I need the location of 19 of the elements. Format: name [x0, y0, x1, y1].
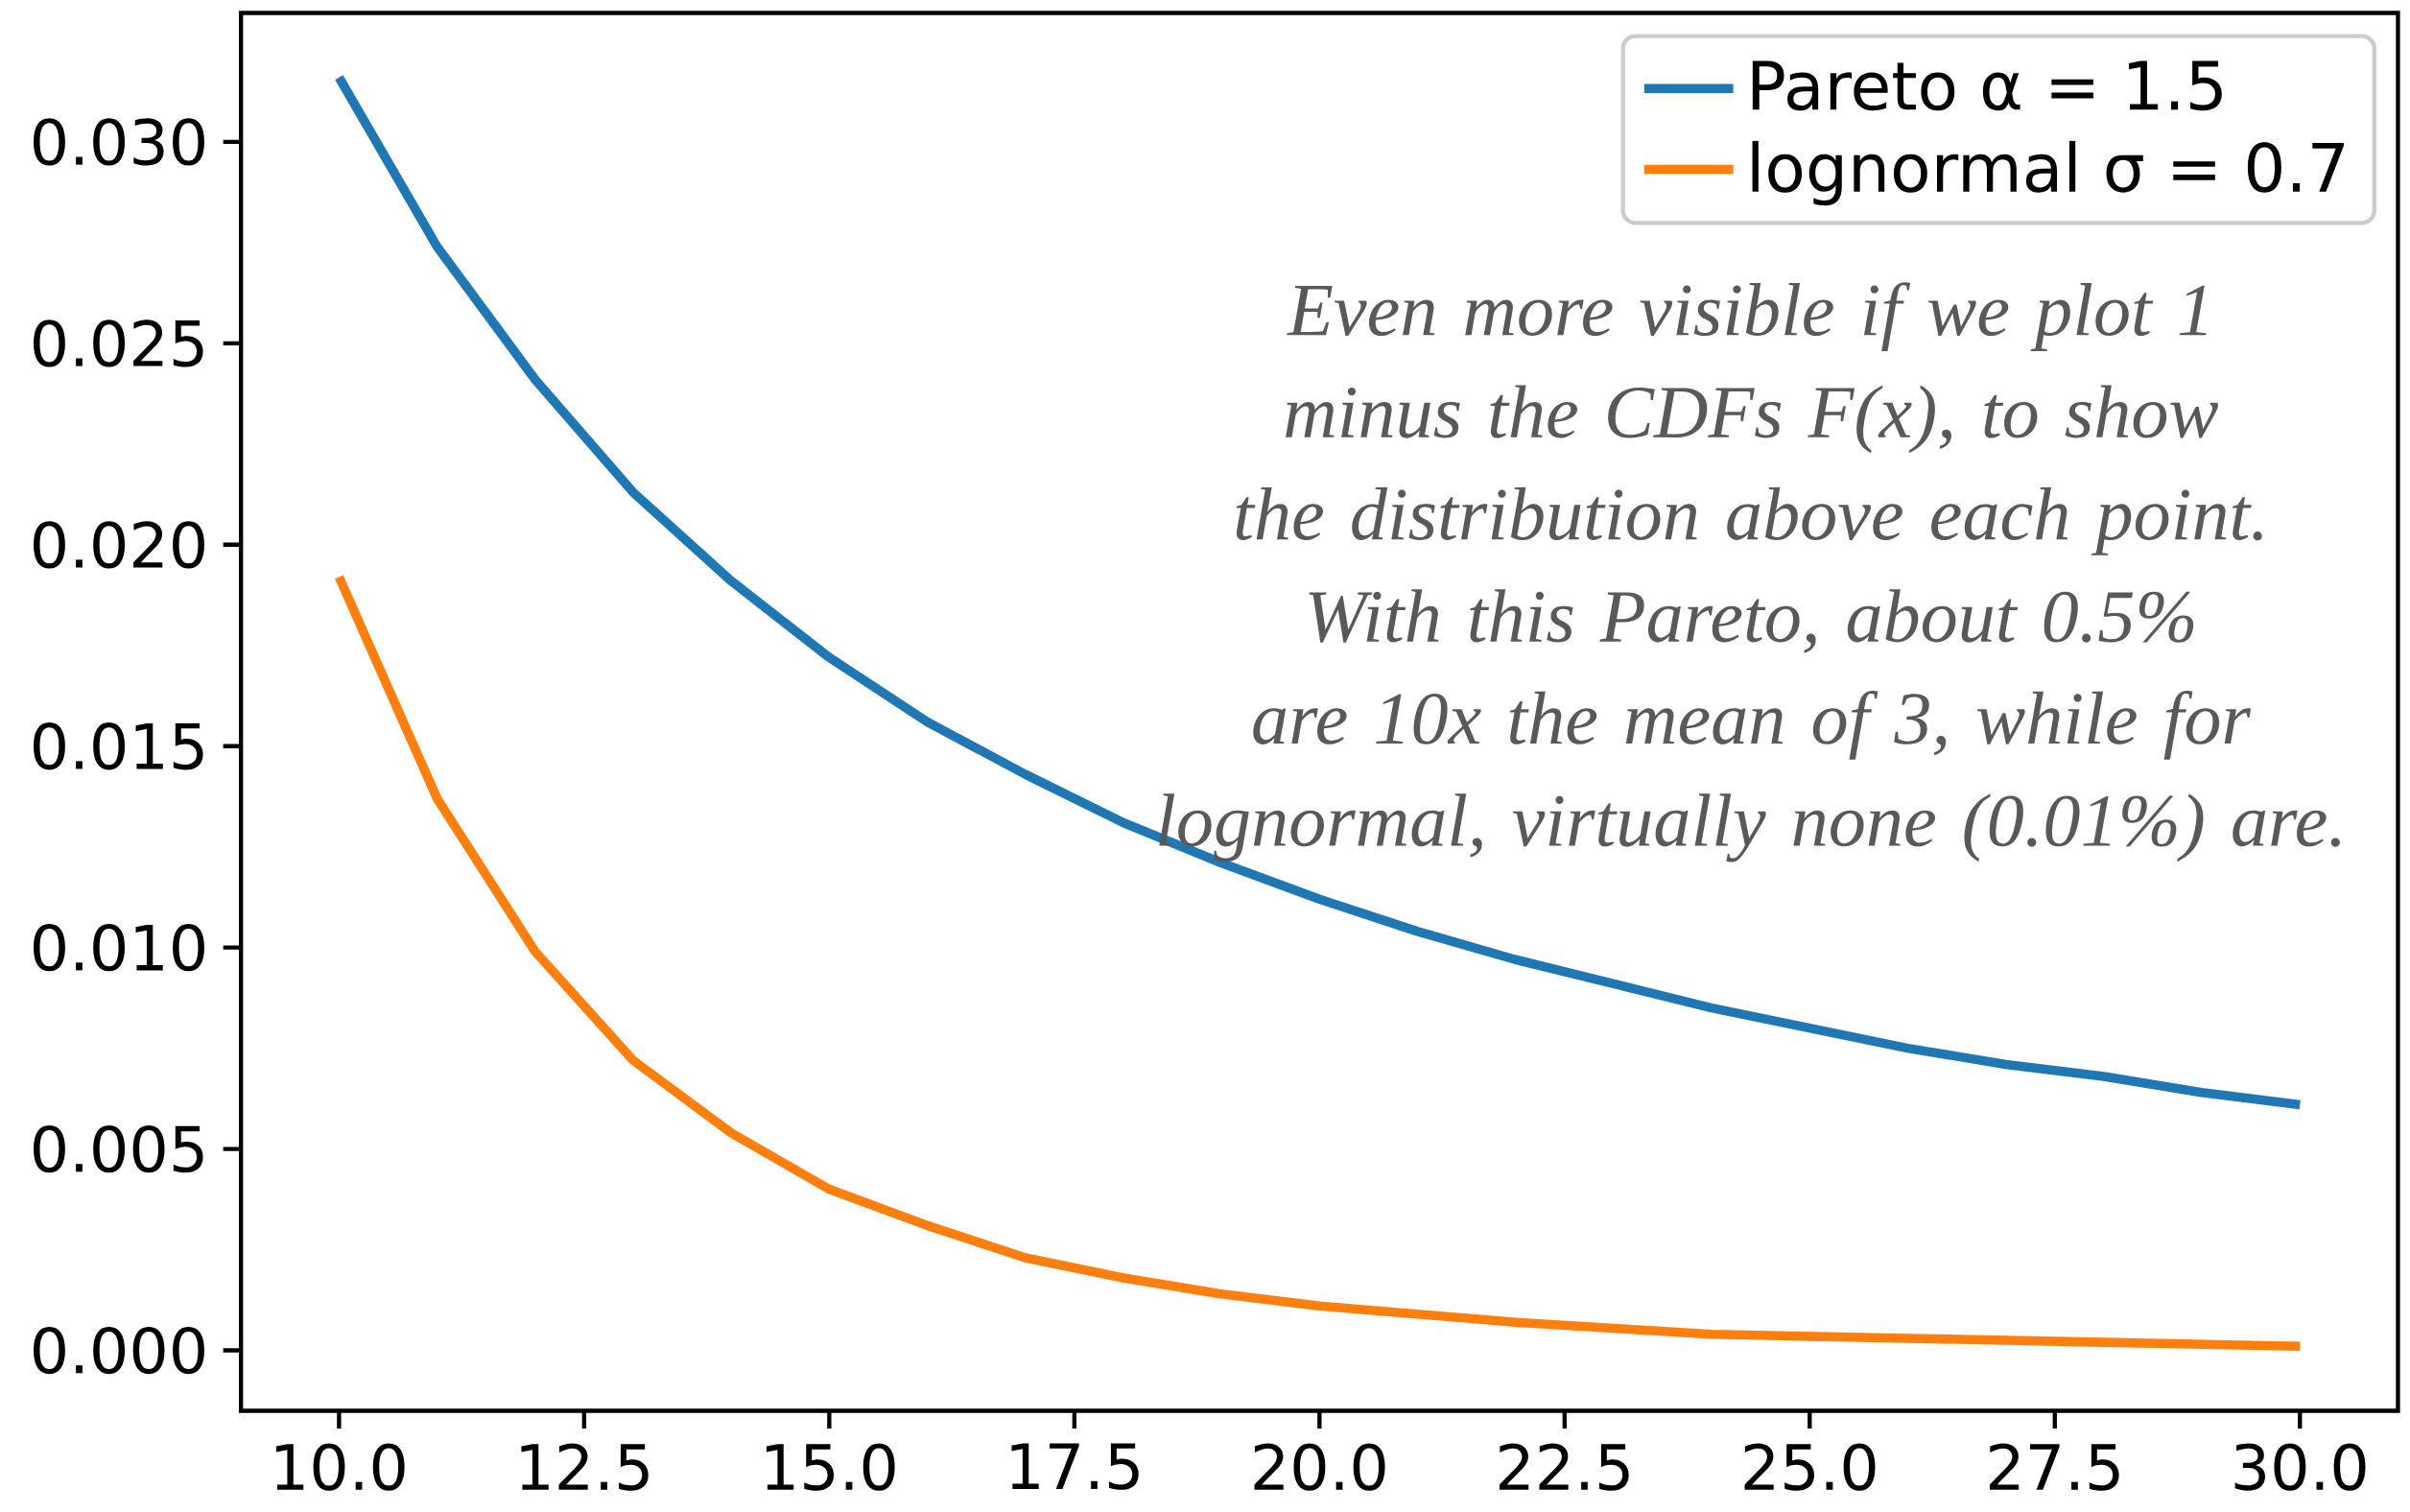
y-tick-label: 0.020 — [34, 521, 204, 569]
x-tick-label: 10.0 — [275, 1443, 405, 1491]
legend-label: lognormal σ = 0.7 — [1752, 140, 2344, 206]
legend-label: Pareto α = 1.5 — [1752, 60, 2222, 111]
y-tick-label: 0.025 — [34, 319, 203, 367]
y-tick-label: 0.015 — [34, 722, 203, 770]
x-tick-label: 27.5 — [1989, 1443, 2119, 1491]
x-tick-label: 17.5 — [1011, 1443, 1139, 1490]
y-tick-label: 0.000 — [34, 1326, 204, 1375]
y-tick-label: 0.030 — [34, 118, 204, 166]
x-tick-label: 30.0 — [2234, 1443, 2366, 1491]
x-tick-label: 15.0 — [766, 1443, 895, 1491]
x-tick-label: 22.5 — [1500, 1443, 1629, 1491]
y-tick-label: 0.010 — [34, 924, 204, 972]
x-tick-label: 25.0 — [1744, 1443, 1876, 1491]
annotation: Even more visible if we plot 1 minus the CDFs F(x), to show the distribution above each point. With this Pareto, about 0.5% are 10x the mean of 3, while for lognormal, virtually none (0.01%) are. — [1159, 282, 2340, 862]
y-tick-label: 0.005 — [34, 1124, 203, 1173]
x-tick-label: 20.0 — [1254, 1443, 1385, 1491]
x-tick-label: 12.5 — [521, 1443, 649, 1491]
